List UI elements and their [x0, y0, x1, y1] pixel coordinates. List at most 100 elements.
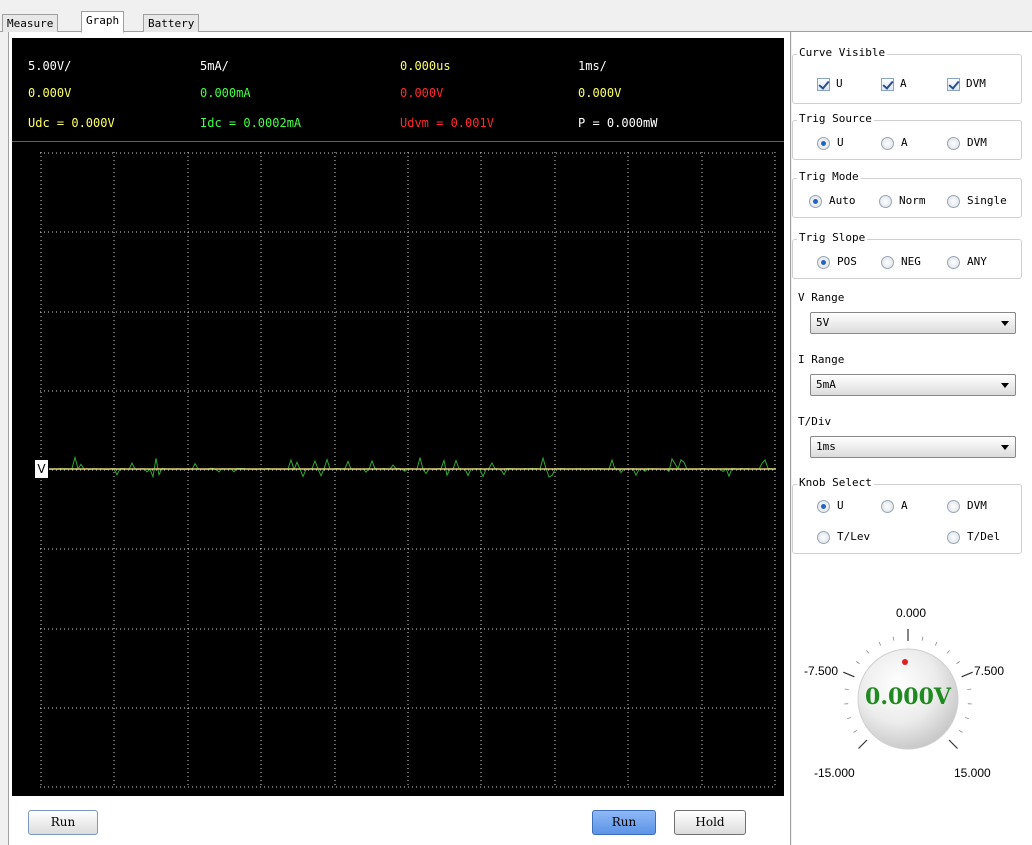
trig-slope-any-radio[interactable]: ANY [947, 255, 987, 269]
knob-select-a-radio[interactable]: A [881, 499, 908, 513]
t-div-select[interactable]: 1ms [810, 436, 1016, 458]
knob-select-tdel-radio[interactable]: T/Del [947, 530, 1000, 544]
knob-tick [956, 661, 961, 665]
voltage-per-div: 5.00V/ [28, 59, 72, 73]
idc-reading: Idc = 0.0002mA [200, 116, 302, 130]
trig-slope-neg-radio[interactable]: NEG [881, 255, 921, 269]
knob-tick [958, 730, 963, 733]
waveform-svg [40, 152, 776, 788]
radio-selected-icon [817, 136, 830, 150]
voltage-channel-marker[interactable]: V [34, 459, 49, 479]
current-reading: 0.000mA [200, 86, 251, 100]
v-range-select[interactable]: 5V [810, 312, 1016, 334]
knob-tick [853, 730, 858, 733]
knob-tick-marks [843, 629, 973, 749]
trig-source-dvm-radio[interactable]: DVM [947, 136, 987, 150]
knob-left-label: -7.500 [804, 664, 839, 678]
knob-select-dvm-radio[interactable]: DVM [947, 499, 987, 513]
radio-selected-icon [817, 255, 830, 269]
checkbox-checked-icon [817, 77, 830, 91]
tab-bar: Measure Graph Battery [0, 0, 1032, 33]
v-range-title: V Range [796, 291, 847, 305]
trig-source-title: Trig Source [797, 112, 874, 126]
knob-svg[interactable] [804, 580, 1032, 810]
trig-mode-group: Trig Mode Auto Norm Single [792, 170, 1022, 218]
trig-mode-auto-radio[interactable]: Auto [809, 194, 856, 208]
radio-icon [879, 194, 892, 208]
radio-selected-icon [809, 194, 822, 208]
radio-icon [817, 530, 830, 544]
knob-dial[interactable] [857, 648, 959, 750]
trig-mode-single-radio[interactable]: Single [947, 194, 1007, 208]
tab-graph[interactable]: Graph [81, 11, 125, 33]
knob-tick [967, 688, 972, 691]
chevron-down-icon [1001, 321, 1009, 326]
radio-icon [947, 136, 960, 150]
curve-a-checkbox[interactable]: A [881, 77, 907, 91]
knob-value-display: 0.000V [865, 684, 951, 710]
curve-dvm-checkbox[interactable]: DVM [947, 77, 986, 91]
knob-right-label: 7.500 [974, 664, 1005, 678]
run-button[interactable]: Run [592, 810, 656, 835]
udvm-reading: Udvm = 0.001V [400, 116, 494, 130]
value-knob-area: 0.000 -7.500 7.500 -15.000 15.000 0.000V [804, 580, 1032, 810]
checkbox-checked-icon [947, 77, 960, 91]
run-left-button[interactable]: Run [28, 810, 98, 835]
knob-select-tlev-radio[interactable]: T/Lev [817, 530, 870, 544]
chevron-down-icon [1001, 383, 1009, 388]
trig-source-u-radio[interactable]: U [817, 136, 844, 150]
knob-bottom-right-label: 15.000 [954, 766, 991, 780]
trigger-level-reading: 0.000V [578, 86, 622, 100]
trig-source-group: Trig Source U A DVM [792, 112, 1022, 160]
trig-source-a-radio[interactable]: A [881, 136, 908, 150]
trig-slope-group: Trig Slope POS NEG ANY [792, 231, 1022, 279]
knob-tick [855, 661, 860, 665]
t-div-group: T/Div 1ms [792, 415, 1022, 464]
radio-icon [947, 530, 960, 544]
knob-tick [892, 636, 895, 641]
trig-mode-norm-radio[interactable]: Norm [879, 194, 926, 208]
radio-icon [881, 255, 894, 269]
curve-visible-group: Curve Visible U A DVM [792, 46, 1022, 104]
t-div-title: T/Div [796, 415, 834, 429]
trig-mode-title: Trig Mode [797, 170, 861, 184]
radio-icon [947, 194, 960, 208]
radio-icon [881, 499, 894, 513]
knob-tick [843, 671, 855, 678]
radio-icon [881, 136, 894, 150]
knob-tick [878, 641, 882, 646]
tab-battery[interactable]: Battery [143, 14, 200, 32]
knob-tick [858, 739, 868, 749]
tab-measure[interactable]: Measure [2, 14, 59, 32]
knob-select-title: Knob Select [797, 476, 874, 490]
trig-slope-pos-radio[interactable]: POS [817, 255, 857, 269]
knob-indicator-dot [902, 659, 908, 665]
checkbox-checked-icon [881, 77, 894, 91]
radio-icon [947, 255, 960, 269]
knob-tick [844, 688, 849, 691]
knob-select-u-radio[interactable]: U [817, 499, 844, 513]
chevron-down-icon [1001, 445, 1009, 450]
v-range-group: V Range 5V [792, 291, 1022, 340]
i-range-select[interactable]: 5mA [810, 374, 1016, 396]
current-per-div: 5mA/ [200, 59, 229, 73]
knob-tick [934, 641, 938, 646]
header-separator [12, 141, 784, 142]
power-reading: P = 0.000mW [578, 116, 658, 130]
waveform-plot[interactable] [40, 152, 776, 788]
trigger-delay: 0.000us [400, 59, 451, 73]
curve-visible-title: Curve Visible [797, 46, 888, 60]
dvm-reading: 0.000V [400, 86, 444, 100]
i-range-group: I Range 5mA [792, 353, 1022, 402]
knob-tick [964, 717, 969, 720]
i-range-title: I Range [796, 353, 847, 367]
knob-tick [946, 650, 950, 654]
knob-tick [948, 739, 958, 749]
radio-selected-icon [817, 499, 830, 513]
knob-bottom-left-label: -15.000 [814, 766, 855, 780]
knob-tick [921, 636, 924, 641]
knob-top-label: 0.000 [896, 606, 927, 620]
knob-tick [847, 717, 852, 720]
hold-button[interactable]: Hold [674, 810, 746, 835]
curve-u-checkbox[interactable]: U [817, 77, 843, 91]
